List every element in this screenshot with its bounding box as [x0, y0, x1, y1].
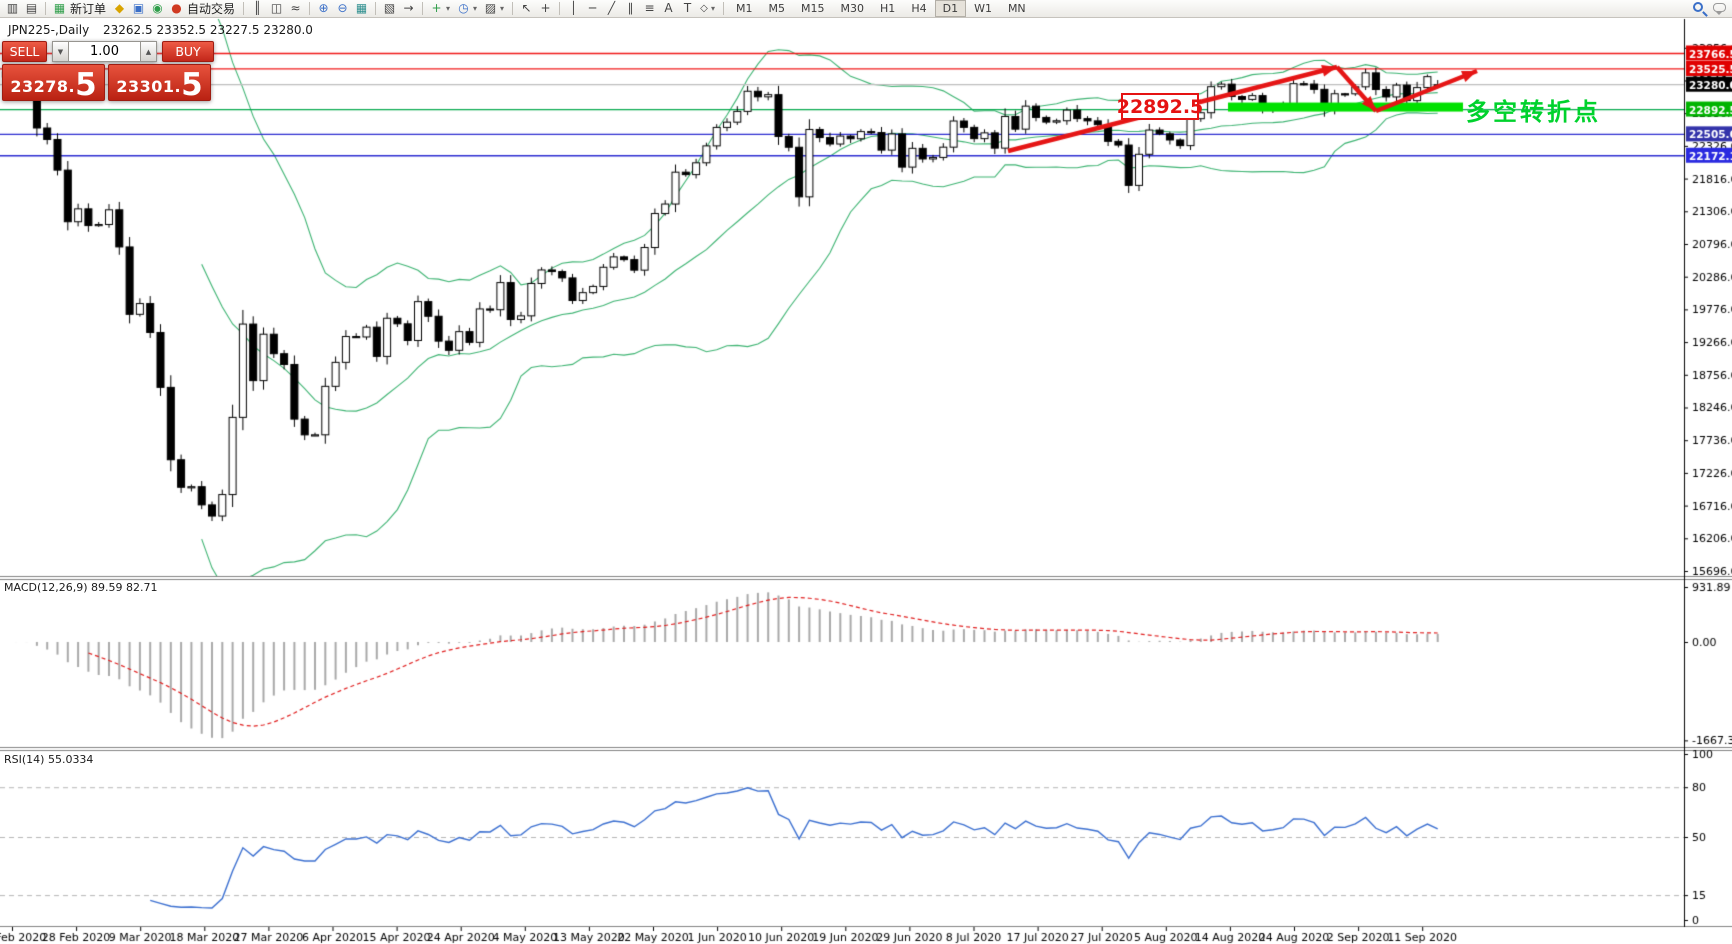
candlestick-chart-icon[interactable]: ◫	[270, 0, 283, 15]
vertical-line-icon[interactable]: │	[569, 0, 578, 15]
timeframe-mn[interactable]: MN	[1007, 2, 1026, 15]
trendline-icon[interactable]: ╱	[607, 0, 616, 15]
toolbar-separator	[559, 2, 561, 15]
horizontal-line-icon[interactable]: ─	[588, 0, 597, 15]
toolbar-separator	[45, 2, 46, 15]
buy-button[interactable]: BUY	[162, 41, 214, 62]
toolbar-separator	[375, 2, 377, 15]
autotrading-button[interactable]: 自动交易	[187, 2, 236, 16]
channel-icon[interactable]: ∥	[627, 0, 634, 15]
new-order-icon[interactable]: ▦	[53, 0, 66, 15]
profiles-icon[interactable]: ▤	[25, 0, 38, 15]
bar-chart-icon[interactable]: ║	[253, 0, 262, 15]
new-order-button[interactable]: 新订单	[70, 2, 107, 16]
templates-icon[interactable]: ▨	[484, 0, 497, 15]
support-price-annotation[interactable]: 22892.5	[1117, 93, 1203, 120]
metaeditor-icon[interactable]: ◆	[114, 0, 125, 15]
text-label-icon[interactable]: T	[683, 0, 692, 15]
toolbar-separator	[723, 2, 725, 15]
toolbar-separator	[309, 2, 311, 15]
timeframe-m30[interactable]: M30	[840, 2, 865, 15]
timeframe-m15[interactable]: M15	[801, 2, 825, 15]
main-toolbar: ▥ ▤ ▦ 新订单 ◆ ▣ ◉ ● 自动交易 ║ ◫ ≈ ⊕ ⊖ ▦ ▧ → +…	[0, 0, 1732, 18]
macd-label: MACD(12,26,9) 89.59 82.71	[4, 581, 158, 594]
chart-title: JPN225-,Daily 23262.5 23352.5 23227.5 23…	[8, 23, 313, 37]
symbol-period-label: JPN225-,Daily	[8, 23, 90, 37]
text-icon[interactable]: A	[664, 0, 673, 15]
volume-increase-button[interactable]: ▲	[141, 41, 157, 62]
periods-icon[interactable]: ◷	[458, 0, 469, 15]
auto-arrange-icon[interactable]: ▧	[383, 0, 396, 15]
fibonacci-icon[interactable]: ≡	[644, 0, 655, 15]
tile-windows-icon[interactable]: ▦	[355, 0, 368, 15]
indicators-icon[interactable]: +	[431, 0, 442, 15]
line-chart-icon[interactable]: ≈	[290, 0, 301, 15]
ohlc-values: 23262.5 23352.5 23227.5 23280.0	[103, 23, 313, 37]
cursor-icon[interactable]: ↖	[521, 0, 532, 15]
buy-price-fraction: 5	[181, 67, 203, 103]
timeframe-h4[interactable]: H4	[911, 2, 927, 15]
timeframe-d1[interactable]: D1	[934, 0, 967, 17]
rsi-label: RSI(14) 55.0334	[4, 753, 94, 766]
volume-decrease-button[interactable]: ▼	[52, 41, 68, 62]
buy-price-box[interactable]: 23301. 5	[108, 64, 211, 101]
autotrading-status-icon[interactable]: ◉	[152, 0, 163, 15]
sell-button[interactable]: SELL	[2, 41, 47, 62]
strategy-tester-icon[interactable]: ▣	[132, 0, 145, 15]
timeframe-h1[interactable]: H1	[880, 2, 896, 15]
buy-price-main: 23301.	[116, 77, 182, 96]
crosshair-icon[interactable]: +	[540, 0, 551, 15]
timeframe-m5[interactable]: M5	[768, 2, 786, 15]
autotrading-icon[interactable]: ●	[171, 0, 182, 15]
templates-dropdown-icon[interactable]: ▾	[500, 4, 505, 13]
toolbar-separator	[512, 2, 514, 15]
chat-icon[interactable]	[1713, 3, 1726, 15]
toolbar-separator	[422, 2, 424, 15]
zoom-in-icon[interactable]: ⊕	[318, 0, 329, 15]
zoom-out-icon[interactable]: ⊖	[337, 0, 348, 15]
periods-dropdown-icon[interactable]: ▾	[473, 4, 478, 13]
sell-price-box[interactable]: 23278. 5	[2, 64, 105, 101]
search-icon[interactable]	[1693, 1, 1703, 12]
timeframe-w1[interactable]: W1	[974, 2, 992, 15]
chart-shift-icon[interactable]: →	[403, 0, 414, 15]
shapes-icon[interactable]: ◇	[700, 2, 708, 14]
one-click-trading-panel: SELL ▼ 1.00 ▲ BUY 23278. 5 23301. 5	[2, 41, 214, 101]
sell-price-fraction: 5	[75, 67, 97, 103]
new-chart-icon[interactable]: ▥	[6, 0, 19, 15]
timeframe-m1[interactable]: M1	[736, 2, 753, 15]
volume-input[interactable]: 1.00	[68, 41, 141, 62]
turning-point-annotation: 多空转折点	[1466, 98, 1601, 126]
indicators-dropdown-icon[interactable]: ▾	[446, 4, 451, 13]
shapes-dropdown-icon[interactable]: ▾	[711, 4, 716, 13]
sell-price-main: 23278.	[10, 77, 76, 96]
toolbar-separator	[243, 2, 245, 15]
